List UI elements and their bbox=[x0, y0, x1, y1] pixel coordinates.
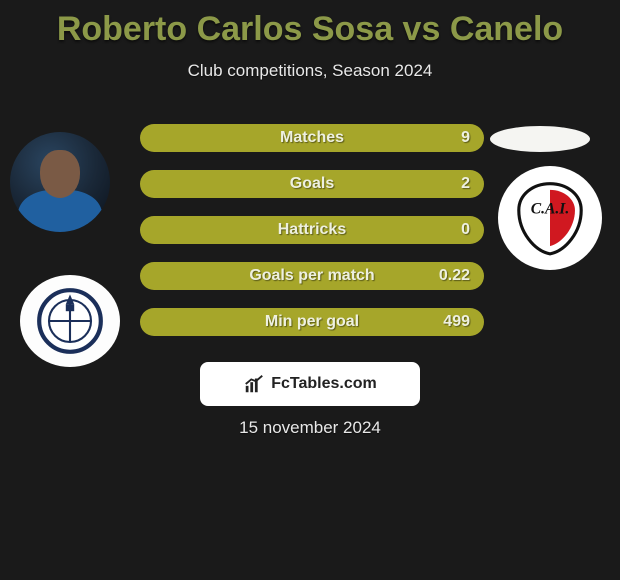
bar-goals-per-match: Goals per match 0.22 bbox=[140, 262, 484, 290]
chart-icon bbox=[243, 373, 265, 395]
bar-goals: Goals 2 bbox=[140, 170, 484, 198]
player-left-avatar bbox=[10, 132, 110, 232]
bar-value: 9 bbox=[461, 124, 470, 152]
stat-bars: Matches 9 Goals 2 Hattricks 0 Goals per … bbox=[140, 124, 484, 354]
bar-label: Goals per match bbox=[140, 262, 484, 290]
bar-label: Min per goal bbox=[140, 308, 484, 336]
footer-text: FcTables.com bbox=[271, 375, 377, 393]
club-left-badge bbox=[20, 275, 120, 367]
svg-text:C.A.I.: C.A.I. bbox=[531, 200, 570, 217]
bar-min-per-goal: Min per goal 499 bbox=[140, 308, 484, 336]
bar-hattricks: Hattricks 0 bbox=[140, 216, 484, 244]
footer-badge: FcTables.com bbox=[200, 362, 420, 406]
club-right-badge: C.A.I. bbox=[498, 166, 602, 270]
subtitle: Club competitions, Season 2024 bbox=[0, 61, 620, 81]
bar-value: 0.22 bbox=[439, 262, 470, 290]
bar-matches: Matches 9 bbox=[140, 124, 484, 152]
bar-value: 0 bbox=[461, 216, 470, 244]
bar-label: Goals bbox=[140, 170, 484, 198]
player-right-avatar-placeholder bbox=[490, 126, 590, 152]
bar-value: 2 bbox=[461, 170, 470, 198]
bar-value: 499 bbox=[443, 308, 470, 336]
date-text: 15 november 2024 bbox=[0, 418, 620, 438]
bar-label: Matches bbox=[140, 124, 484, 152]
page-title: Roberto Carlos Sosa vs Canelo bbox=[0, 0, 620, 49]
bar-label: Hattricks bbox=[140, 216, 484, 244]
